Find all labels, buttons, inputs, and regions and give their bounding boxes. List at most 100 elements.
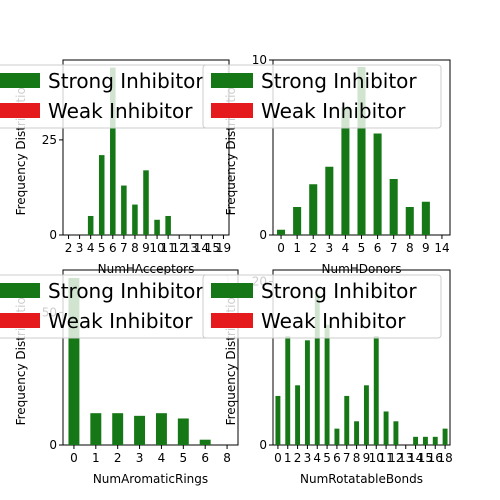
bar-3-0-9 bbox=[364, 385, 369, 445]
x-tick-label-3-5: 5 bbox=[323, 451, 331, 465]
legend-swatch-0-0 bbox=[0, 73, 40, 88]
bar-3-0-16 bbox=[433, 437, 438, 445]
y-tick-label-0-0: 0 bbox=[49, 228, 57, 242]
x-tick-label-3-17: 18 bbox=[437, 451, 452, 465]
x-tick-label-1-2: 2 bbox=[309, 241, 317, 255]
bar-2-0-5 bbox=[178, 418, 189, 445]
bar-3-0-17 bbox=[443, 429, 448, 445]
bar-1-0-0 bbox=[277, 230, 285, 235]
bar-3-0-11 bbox=[384, 411, 389, 445]
x-tick-label-2-7: 8 bbox=[223, 451, 231, 465]
bar-3-0-15 bbox=[423, 437, 428, 445]
x-axis-label-1: NumHDonors bbox=[321, 262, 401, 276]
x-tick-label-3-2: 2 bbox=[294, 451, 302, 465]
bar-0-0-7 bbox=[143, 170, 149, 235]
legend-label-2-0: Strong Inhibitor bbox=[48, 279, 204, 303]
y-tick-label-2-0: 0 bbox=[49, 438, 57, 452]
bar-3-0-7 bbox=[344, 396, 349, 445]
x-tick-label-2-3: 3 bbox=[136, 451, 144, 465]
bar-3-0-2 bbox=[295, 385, 300, 445]
x-tick-label-1-1: 1 bbox=[293, 241, 301, 255]
legend-label-3-0: Strong Inhibitor bbox=[261, 279, 417, 303]
y-tick-label-1-0: 0 bbox=[259, 228, 267, 242]
x-tick-label-1-4: 4 bbox=[342, 241, 350, 255]
bar-3-0-14 bbox=[413, 437, 418, 445]
x-tick-label-2-6: 6 bbox=[201, 451, 209, 465]
bar-3-0-0 bbox=[275, 396, 280, 445]
legend-swatch-0-1 bbox=[0, 103, 40, 118]
bar-3-0-10 bbox=[374, 336, 379, 445]
bar-0-0-3 bbox=[99, 155, 105, 235]
legend-swatch-2-1 bbox=[0, 313, 40, 328]
x-tick-label-2-0: 0 bbox=[70, 451, 78, 465]
bar-0-0-8 bbox=[154, 220, 160, 235]
x-axis-label-3: NumRotatableBonds bbox=[300, 472, 423, 486]
x-tick-label-0-2: 4 bbox=[87, 241, 95, 255]
bar-1-0-1 bbox=[293, 207, 301, 235]
bar-1-0-3 bbox=[325, 167, 333, 235]
x-tick-label-0-6: 8 bbox=[131, 241, 139, 255]
legend-swatch-1-1 bbox=[211, 103, 253, 118]
legend-label-0-0: Strong Inhibitor bbox=[48, 69, 204, 93]
bar-3-0-5 bbox=[325, 325, 330, 445]
legend-label-1-0: Strong Inhibitor bbox=[261, 69, 417, 93]
legend-label-3-1: Weak Inhibitor bbox=[261, 309, 406, 333]
x-tick-label-1-10: 14 bbox=[434, 241, 449, 255]
x-tick-label-3-6: 6 bbox=[333, 451, 341, 465]
x-tick-label-0-4: 6 bbox=[109, 241, 117, 255]
x-tick-label-1-3: 3 bbox=[325, 241, 333, 255]
legend-label-0-1: Weak Inhibitor bbox=[48, 99, 193, 123]
x-tick-label-3-7: 7 bbox=[343, 451, 351, 465]
bar-1-0-6 bbox=[374, 134, 382, 236]
x-tick-label-2-5: 5 bbox=[179, 451, 187, 465]
x-tick-label-1-7: 7 bbox=[390, 241, 398, 255]
bar-2-0-3 bbox=[134, 416, 145, 445]
bar-3-0-12 bbox=[393, 421, 398, 445]
bar-1-0-9 bbox=[422, 202, 430, 235]
y-tick-label-0-1: 25 bbox=[42, 133, 57, 147]
x-axis-label-0: NumHAcceptors bbox=[98, 262, 195, 276]
x-tick-label-1-6: 6 bbox=[374, 241, 382, 255]
legend-swatch-3-0 bbox=[211, 283, 253, 298]
y-tick-label-3-0: 0 bbox=[259, 438, 267, 452]
legend-swatch-1-0 bbox=[211, 73, 253, 88]
x-tick-label-0-3: 5 bbox=[98, 241, 106, 255]
x-tick-label-3-1: 1 bbox=[284, 451, 292, 465]
bar-3-0-1 bbox=[285, 336, 290, 445]
legend-swatch-3-1 bbox=[211, 313, 253, 328]
bar-0-0-2 bbox=[88, 216, 94, 235]
legend-label-2-1: Weak Inhibitor bbox=[48, 309, 193, 333]
bar-2-0-2 bbox=[112, 413, 123, 445]
bar-3-0-6 bbox=[334, 429, 339, 445]
bar-0-0-6 bbox=[132, 205, 138, 235]
bar-1-0-2 bbox=[309, 184, 317, 235]
x-tick-label-0-0: 2 bbox=[65, 241, 73, 255]
x-tick-label-1-9: 9 bbox=[422, 241, 430, 255]
bar-0-0-5 bbox=[121, 186, 127, 235]
x-tick-label-1-0: 0 bbox=[277, 241, 285, 255]
x-axis-label-2: NumAromaticRings bbox=[93, 472, 208, 486]
x-tick-label-3-8: 8 bbox=[353, 451, 361, 465]
x-tick-label-1-5: 5 bbox=[358, 241, 366, 255]
bar-2-0-4 bbox=[156, 413, 167, 445]
x-tick-label-0-1: 3 bbox=[76, 241, 84, 255]
x-tick-label-0-14: 19 bbox=[216, 241, 231, 255]
bar-1-0-8 bbox=[406, 207, 414, 235]
bar-3-0-8 bbox=[354, 421, 359, 445]
legend-label-1-1: Weak Inhibitor bbox=[261, 99, 406, 123]
x-tick-label-3-0: 0 bbox=[274, 451, 282, 465]
legend-swatch-2-0 bbox=[0, 283, 40, 298]
bar-3-0-3 bbox=[305, 340, 310, 445]
bar-0-0-9 bbox=[165, 216, 171, 235]
bar-2-0-1 bbox=[90, 413, 101, 445]
x-tick-label-3-4: 4 bbox=[313, 451, 321, 465]
x-tick-label-0-5: 7 bbox=[120, 241, 128, 255]
x-tick-label-3-3: 3 bbox=[304, 451, 312, 465]
x-tick-label-2-1: 1 bbox=[92, 451, 100, 465]
bar-2-0-6 bbox=[200, 440, 211, 445]
x-tick-label-1-8: 8 bbox=[406, 241, 414, 255]
bar-1-0-7 bbox=[390, 179, 398, 235]
x-tick-label-2-2: 2 bbox=[114, 451, 122, 465]
x-tick-label-2-4: 4 bbox=[158, 451, 166, 465]
